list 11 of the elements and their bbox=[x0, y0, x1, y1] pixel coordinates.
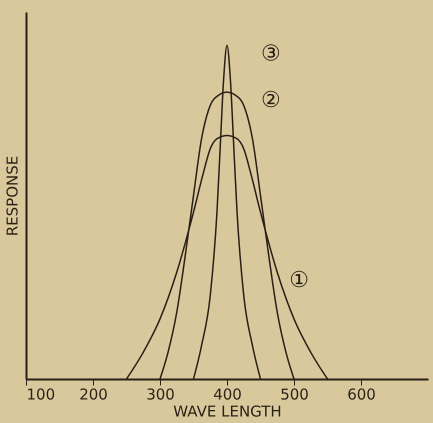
x-axis-title: WAVE LENGTH bbox=[173, 402, 282, 420]
series-label: ① bbox=[289, 268, 309, 294]
series-label: ③ bbox=[261, 41, 281, 66]
x-tick-label: 500 bbox=[280, 386, 309, 404]
x-tick-label: 100 bbox=[26, 386, 56, 404]
y-axis-title: RESPONSE bbox=[4, 156, 22, 236]
x-tick-label: 200 bbox=[79, 386, 108, 404]
series-label: ② bbox=[261, 88, 281, 114]
x-tick-label: 300 bbox=[146, 386, 175, 404]
x-tick-label: 400 bbox=[213, 386, 242, 404]
x-tick-label: 600 bbox=[347, 386, 376, 404]
